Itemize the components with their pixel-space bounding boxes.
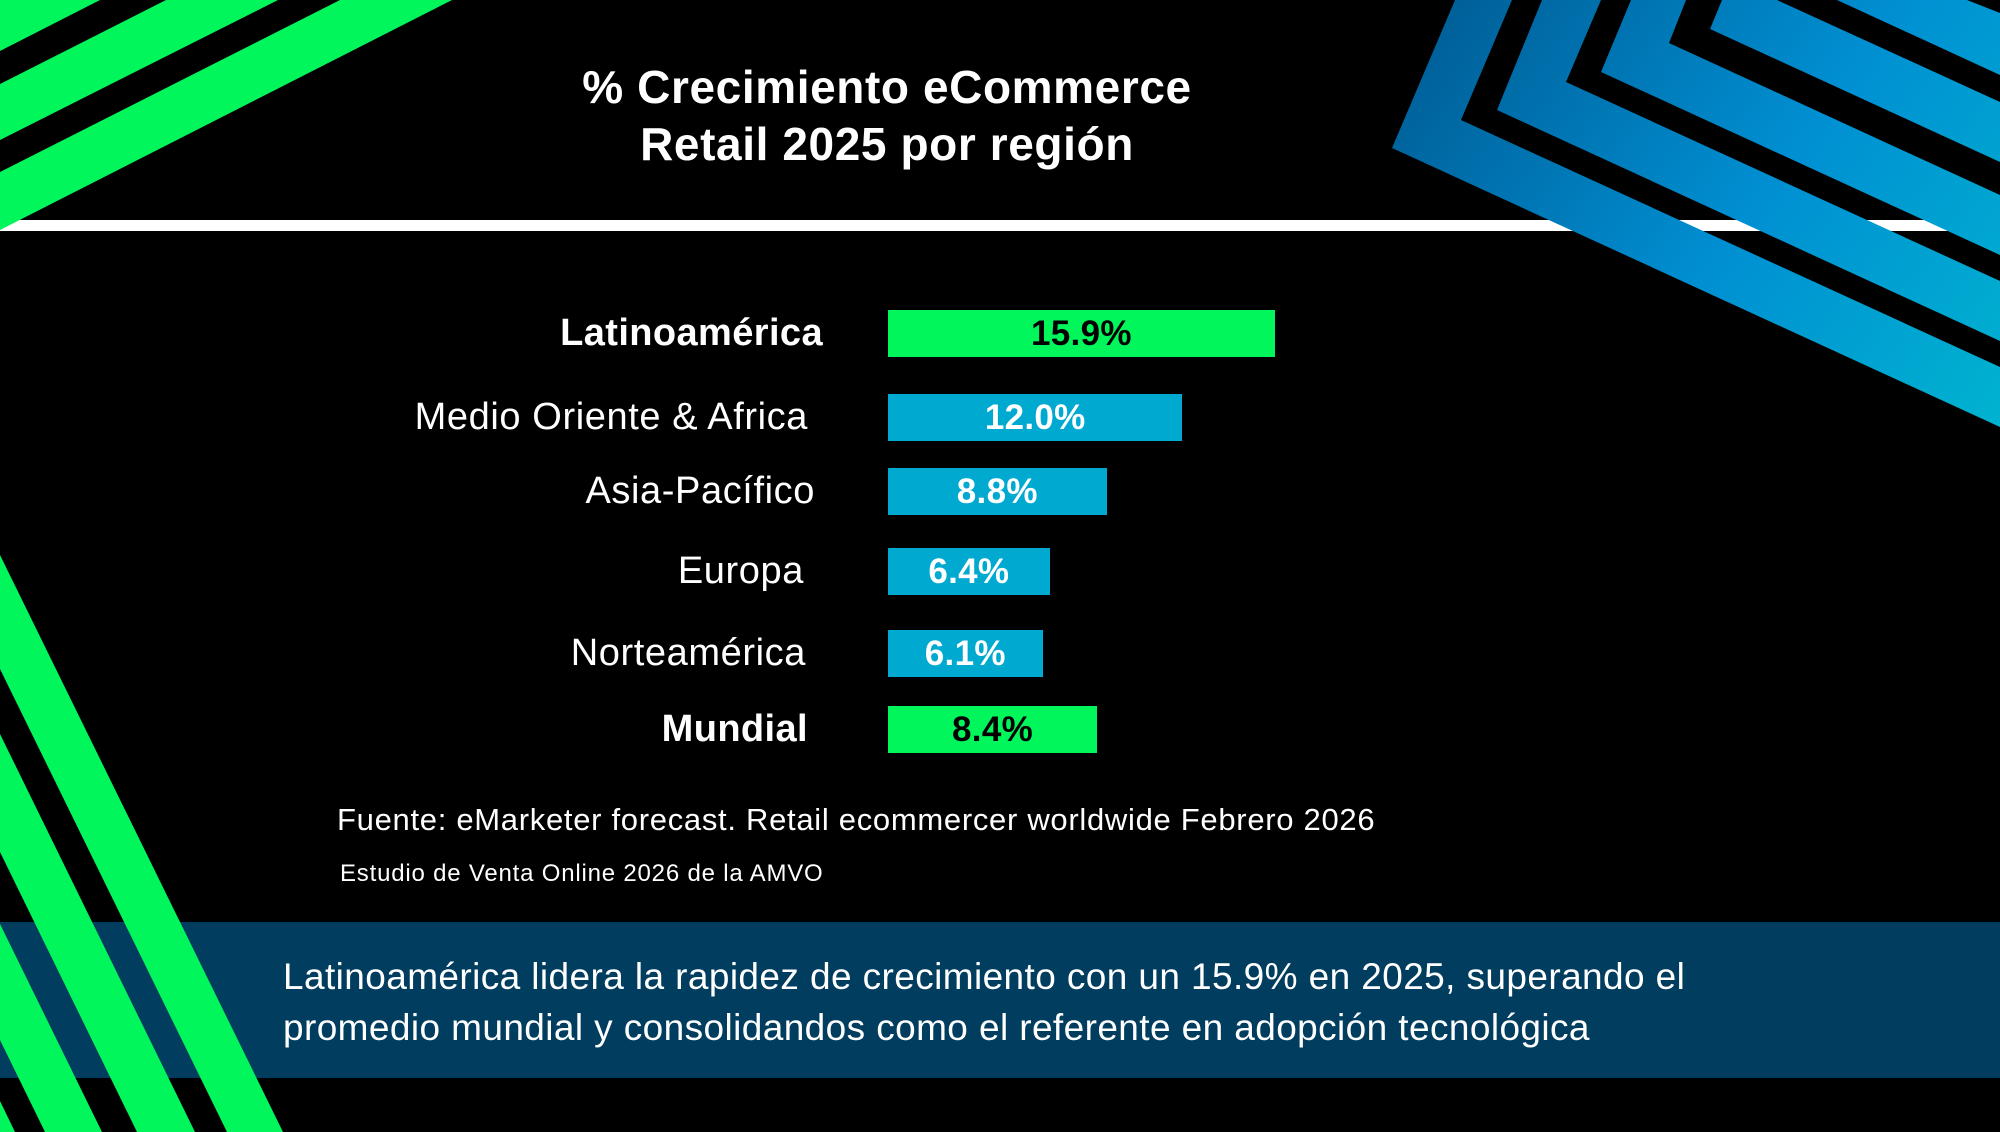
decorative-blue-chevron [1601, 0, 2000, 255]
decorative-blue-chevron [1837, 0, 2000, 75]
category-label: Asia-Pacífico [585, 470, 815, 512]
category-label: Mundial [661, 708, 808, 750]
source-study: Estudio de Venta Online 2026 de la AMVO [340, 860, 824, 887]
bar-value-label: 6.1% [924, 633, 1006, 673]
category-label: Latinoamérica [560, 312, 823, 354]
decorative-blue-chevron [1392, 0, 2000, 427]
decorative-green-stripe [0, 555, 283, 1132]
bar-value-label: 12.0% [984, 397, 1086, 437]
source-citation: Fuente: eMarketer forecast. Retail ecomm… [337, 802, 1376, 837]
bar-value-label: 15.9% [1031, 313, 1132, 353]
decorative-green-stripe [0, 1101, 15, 1132]
bar: 15.9% [888, 310, 1275, 357]
category-label: Europa [677, 550, 804, 592]
title-line-2: Retail 2025 por región [640, 118, 1134, 170]
decorative-blue-chevron [1497, 0, 2000, 341]
callout-line-1: Latinoamérica lidera la rapidez de creci… [283, 956, 1686, 997]
bar: 8.8% [888, 468, 1107, 515]
callout-band-background [0, 922, 2000, 1078]
category-label: Medio Oriente & Africa [414, 396, 808, 438]
bar-value-label: 8.8% [956, 471, 1038, 511]
decorative-green-stripe [0, 0, 452, 230]
callout-line-2: promedio mundial y consolidandos como el… [283, 1007, 1590, 1048]
title-divider-line [0, 220, 1952, 231]
title-line-1: % Crecimiento eCommerce [582, 61, 1192, 113]
bar: 6.1% [888, 630, 1043, 677]
chart-title: % Crecimiento eCommerce Retail 2025 por … [387, 59, 1387, 173]
decorative-blue-chevron [1710, 0, 2000, 162]
bar: 6.4% [888, 548, 1050, 595]
callout-text: Latinoamérica lidera la rapidez de creci… [283, 951, 1685, 1053]
category-label: Norteamérica [570, 632, 806, 674]
decorative-green-stripe [0, 0, 278, 140]
bar-value-label: 8.4% [952, 709, 1034, 749]
bar: 12.0% [888, 394, 1183, 441]
decorative-green-stripe [0, 924, 102, 1132]
decorative-green-stripe [0, 0, 100, 51]
bar: 8.4% [888, 706, 1098, 753]
bar-value-label: 6.4% [928, 551, 1010, 591]
decorative-green-stripe [0, 734, 195, 1132]
